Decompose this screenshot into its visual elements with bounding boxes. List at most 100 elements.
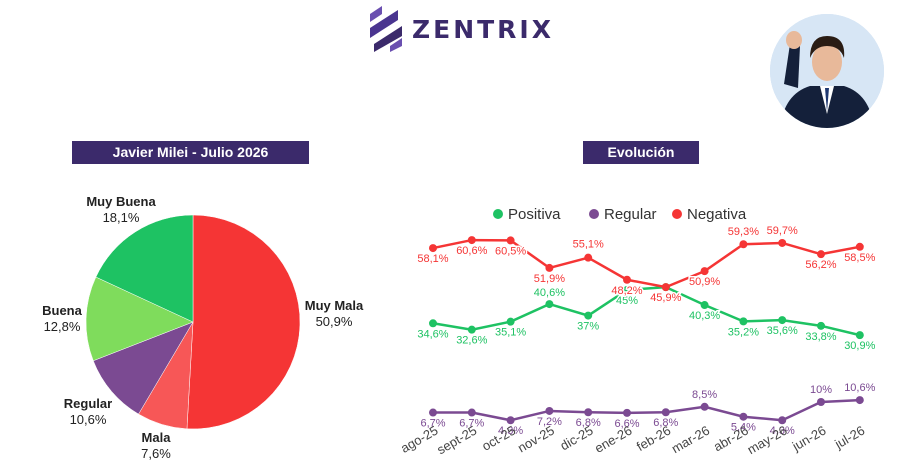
data-point-regular xyxy=(778,416,787,425)
legend-marker xyxy=(493,209,503,219)
data-label-positiva: 40,6% xyxy=(534,287,565,299)
data-point-negativa xyxy=(778,238,787,247)
data-label-regular: 10% xyxy=(810,384,832,396)
pie-slice-muy-buena xyxy=(95,214,194,323)
data-label-positiva: 40,3% xyxy=(689,310,720,322)
x-tick-label: jun-26 xyxy=(789,423,829,455)
data-point-negativa xyxy=(739,240,748,249)
data-point-positiva xyxy=(623,286,631,294)
data-point-regular xyxy=(545,406,554,415)
pie-label-name: Muy Mala xyxy=(304,298,364,313)
data-label-positiva: 35,6% xyxy=(767,325,798,337)
data-point-positiva xyxy=(817,321,825,330)
data-label-regular: 8,5% xyxy=(692,389,717,401)
legend-item-positiva: Positiva xyxy=(493,206,561,223)
pie-label-name: Mala xyxy=(141,430,171,445)
series-line-regular xyxy=(433,398,860,422)
data-point-positiva xyxy=(429,319,437,328)
pie-label-value: 10,6% xyxy=(69,412,107,427)
data-label-positiva: 32,6% xyxy=(456,335,487,347)
pie-label-muy-buena: Muy Buena 18,1% xyxy=(81,194,161,226)
legend-marker xyxy=(672,209,682,219)
data-point-positiva xyxy=(855,331,864,340)
x-tick-label: ago-25 xyxy=(398,423,441,456)
pie-label-buena: Buena 12,8% xyxy=(22,303,102,335)
data-point-regular xyxy=(429,408,437,417)
pie-label-name: Buena xyxy=(42,303,82,318)
data-label-negativa: 58,1% xyxy=(417,253,448,265)
data-label-negativa: 60,5% xyxy=(495,245,526,257)
data-label-positiva: 37% xyxy=(577,321,599,333)
data-label-positiva: 34,6% xyxy=(417,328,448,340)
data-label-positiva: 33,8% xyxy=(805,331,836,343)
data-label-regular: 5,4% xyxy=(731,422,756,434)
person-portrait-icon xyxy=(770,14,884,128)
data-point-negativa xyxy=(700,267,709,276)
data-label-regular: 4,3% xyxy=(770,425,795,437)
portrait-photo xyxy=(770,14,884,128)
data-label-regular: 7,2% xyxy=(537,416,562,428)
data-label-negativa: 59,3% xyxy=(728,226,759,238)
pie-slice-buena xyxy=(85,276,194,362)
pie-label-value: 12,8% xyxy=(43,319,81,334)
brand-logo: ZENTRIX xyxy=(368,6,554,52)
legend-label: Regular xyxy=(604,206,657,223)
data-label-regular: 6,8% xyxy=(653,417,678,429)
data-label-regular: 4,3% xyxy=(498,425,523,437)
data-point-regular xyxy=(467,408,476,417)
data-point-regular xyxy=(700,402,709,411)
pie-label-name: Regular xyxy=(63,396,113,411)
data-point-negativa xyxy=(467,236,476,245)
pie-slice-regular xyxy=(92,321,194,415)
data-label-positiva: 45% xyxy=(616,295,638,307)
x-tick-label: jul-26 xyxy=(831,423,867,452)
data-point-positiva xyxy=(467,325,476,334)
data-point-positiva xyxy=(778,316,787,325)
pie-label-mala: Mala 7,6% xyxy=(116,430,196,462)
data-point-positiva xyxy=(700,301,709,310)
data-point-negativa xyxy=(623,275,631,284)
data-point-regular xyxy=(623,408,631,417)
data-label-positiva: 35,2% xyxy=(728,326,759,338)
brand-name: ZENTRIX xyxy=(412,14,555,44)
data-label-negativa: 50,9% xyxy=(689,276,720,288)
legend-label: Negativa xyxy=(687,206,747,223)
data-label-regular: 6,7% xyxy=(420,418,445,430)
data-point-negativa xyxy=(855,242,864,251)
series-line-positiva xyxy=(432,285,861,337)
legend-label: Positiva xyxy=(508,206,561,223)
data-point-negativa xyxy=(429,244,437,253)
data-point-positiva xyxy=(545,300,554,309)
data-point-negativa xyxy=(506,236,515,245)
data-point-negativa xyxy=(584,253,593,262)
data-label-negativa: 45,9% xyxy=(650,292,681,304)
data-point-positiva xyxy=(739,317,748,326)
line-title: Evolución xyxy=(583,141,699,164)
pie-title: Javier Milei - Julio 2026 xyxy=(72,141,309,164)
pie-label-muy-mala: Muy Mala 50,9% xyxy=(294,298,374,330)
data-label-positiva: 30,9% xyxy=(844,340,875,352)
data-label-negativa: 56,2% xyxy=(805,259,836,271)
pie-label-regular: Regular 10,6% xyxy=(48,396,128,428)
data-point-negativa xyxy=(661,283,670,292)
pie-chart xyxy=(85,214,301,430)
data-point-regular xyxy=(584,408,593,417)
data-label-negativa: 60,6% xyxy=(456,245,487,257)
data-label-positiva: 35,1% xyxy=(495,327,526,339)
zentrix-logo-icon xyxy=(370,6,402,52)
data-point-regular xyxy=(506,416,515,425)
data-point-regular xyxy=(855,396,864,405)
line-chart: Positiva Regular Negativa 34,6% 32,6% 35,1% 40… xyxy=(398,206,877,457)
data-point-positiva xyxy=(584,311,593,320)
data-label-regular: 6,6% xyxy=(614,418,639,430)
data-point-positiva xyxy=(506,317,515,326)
data-label-negativa: 51,9% xyxy=(534,273,565,285)
data-label-regular: 6,7% xyxy=(459,418,484,430)
data-label-regular: 10,6% xyxy=(844,382,875,394)
pie-label-value: 7,6% xyxy=(141,446,171,461)
data-point-regular xyxy=(739,412,748,421)
pie-label-value: 18,1% xyxy=(102,210,140,225)
series-line-negativa xyxy=(432,238,861,289)
data-label-regular: 6,8% xyxy=(576,417,601,429)
data-point-negativa xyxy=(545,263,554,272)
